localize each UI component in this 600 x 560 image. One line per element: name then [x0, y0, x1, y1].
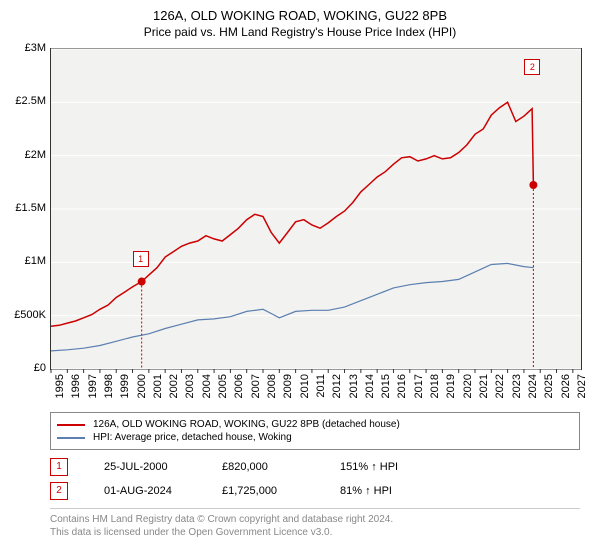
- legend-swatch: [57, 437, 85, 439]
- data-point-price: £820,000: [222, 461, 332, 473]
- x-tick-label: 2013: [348, 374, 360, 404]
- marker-box-2: 2: [524, 59, 540, 75]
- x-tick-label: 2004: [201, 374, 213, 404]
- x-tick-label: 1998: [103, 374, 115, 404]
- x-tick-label: 2009: [282, 374, 294, 404]
- x-tick-label: 1996: [70, 374, 82, 404]
- data-point-price: £1,725,000: [222, 485, 332, 497]
- y-tick-label: £2.5M: [15, 95, 46, 107]
- legend-label: HPI: Average price, detached house, Woki…: [93, 432, 292, 443]
- x-tick-label: 2017: [413, 374, 425, 404]
- data-point-hpi: 81% ↑ HPI: [340, 485, 450, 497]
- legend-item: 126A, OLD WOKING ROAD, WOKING, GU22 8PB …: [57, 419, 573, 430]
- x-tick-label: 2008: [266, 374, 278, 404]
- chart-title: 126A, OLD WOKING ROAD, WOKING, GU22 8PB: [0, 0, 600, 25]
- x-tick-label: 2010: [299, 374, 311, 404]
- x-tick-label: 2023: [511, 374, 523, 404]
- marker-dot-1: [138, 278, 146, 286]
- x-tick-label: 2011: [315, 374, 327, 404]
- legend-label: 126A, OLD WOKING ROAD, WOKING, GU22 8PB …: [93, 419, 400, 430]
- x-tick-label: 2014: [364, 374, 376, 404]
- series-line-price_paid: [51, 102, 533, 326]
- footer-line-1: Contains HM Land Registry data © Crown c…: [50, 513, 580, 526]
- legend-swatch: [57, 424, 85, 426]
- x-tick-label: 2001: [152, 374, 164, 404]
- marker-dot-2: [529, 181, 537, 189]
- chart-svg: [51, 49, 581, 369]
- x-tick-label: 2016: [396, 374, 408, 404]
- data-point-marker: 1: [50, 458, 68, 476]
- data-point-row: 2 01-AUG-2024 £1,725,000 81% ↑ HPI: [50, 482, 580, 500]
- x-tick-label: 1995: [54, 374, 66, 404]
- data-point-table: 1 25-JUL-2000 £820,000 151% ↑ HPI 2 01-AUG-20…: [50, 452, 580, 506]
- chart-subtitle: Price paid vs. HM Land Registry's House …: [0, 25, 600, 45]
- x-tick-label: 2012: [331, 374, 343, 404]
- legend-item: HPI: Average price, detached house, Woki…: [57, 432, 573, 443]
- x-tick-label: 2006: [233, 374, 245, 404]
- x-tick-label: 2021: [478, 374, 490, 404]
- x-tick-label: 2018: [429, 374, 441, 404]
- marker-box-1: 1: [133, 251, 149, 267]
- series-line-hpi: [51, 263, 534, 351]
- x-tick-label: 1999: [119, 374, 131, 404]
- data-point-hpi: 151% ↑ HPI: [340, 461, 450, 473]
- x-tick-label: 2007: [250, 374, 262, 404]
- footer-attribution: Contains HM Land Registry data © Crown c…: [50, 508, 580, 539]
- x-tick-label: 2022: [494, 374, 506, 404]
- x-tick-label: 1997: [87, 374, 99, 404]
- x-tick-label: 2024: [527, 374, 539, 404]
- y-tick-label: £0: [34, 362, 46, 374]
- y-tick-label: £1.5M: [15, 202, 46, 214]
- y-tick-label: £2M: [25, 149, 46, 161]
- data-point-row: 1 25-JUL-2000 £820,000 151% ↑ HPI: [50, 458, 580, 476]
- y-tick-label: £1M: [25, 255, 46, 267]
- x-tick-label: 2002: [168, 374, 180, 404]
- chart-plot-area: [50, 48, 582, 370]
- x-tick-label: 2000: [136, 374, 148, 404]
- data-point-date: 01-AUG-2024: [104, 485, 214, 497]
- footer-line-2: This data is licensed under the Open Gov…: [50, 526, 580, 539]
- x-tick-label: 2026: [560, 374, 572, 404]
- x-tick-label: 2025: [543, 374, 555, 404]
- x-tick-label: 2020: [462, 374, 474, 404]
- y-tick-label: £500K: [14, 309, 46, 321]
- y-tick-label: £3M: [25, 42, 46, 54]
- data-point-marker: 2: [50, 482, 68, 500]
- x-tick-label: 2005: [217, 374, 229, 404]
- x-tick-label: 2003: [184, 374, 196, 404]
- data-point-date: 25-JUL-2000: [104, 461, 214, 473]
- legend: 126A, OLD WOKING ROAD, WOKING, GU22 8PB …: [50, 412, 580, 450]
- x-tick-label: 2015: [380, 374, 392, 404]
- x-tick-label: 2027: [576, 374, 588, 404]
- x-tick-label: 2019: [445, 374, 457, 404]
